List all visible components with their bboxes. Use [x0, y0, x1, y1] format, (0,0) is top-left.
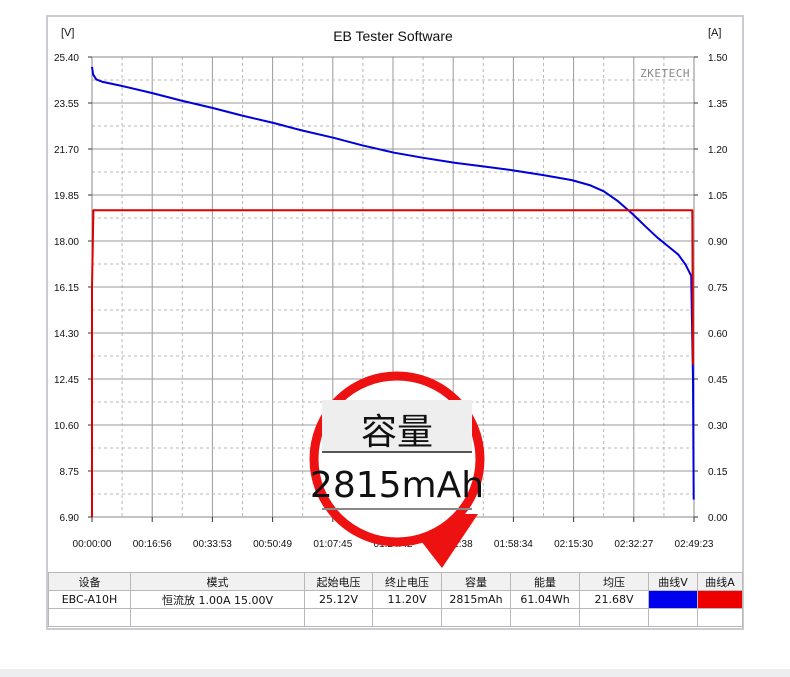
header-mode: 模式	[130, 572, 305, 591]
header-device: 设备	[48, 572, 131, 591]
y-right-tick-label: 1.20	[708, 145, 728, 156]
y-left-tick-label: 25.40	[54, 53, 79, 64]
bottom-band	[0, 669, 790, 677]
header-avg-voltage: 均压	[579, 572, 649, 591]
y-left-tick-label: 16.15	[54, 283, 79, 294]
y-left-tick-label: 10.60	[54, 421, 79, 432]
y-right-tick-label: 1.50	[708, 53, 728, 64]
y-left-tick-label: 18.00	[54, 237, 79, 248]
y-left-tick-label: 14.30	[54, 329, 79, 340]
y-left-tick-label: 12.45	[54, 375, 79, 386]
x-tick-label: 02:15:30	[554, 539, 593, 550]
x-tick-label: 02:32:27	[614, 539, 653, 550]
header-capacity: 容量	[441, 572, 511, 591]
y-left-tick-label: 23.55	[54, 99, 79, 110]
y-right-tick-label: 0.60	[708, 329, 728, 340]
y-right-tick-label: 1.05	[708, 191, 728, 202]
y-left-tick-label: 8.75	[60, 467, 80, 478]
y-right-tick-label: 0.15	[708, 467, 728, 478]
cell-start-voltage: 25.12V	[304, 590, 373, 609]
header-energy: 能量	[510, 572, 580, 591]
capacity-callout: 容量 2815mAh	[309, 371, 485, 568]
header-start-voltage: 起始电压	[304, 572, 373, 591]
table-row[interactable]: EBC-A10H 恒流放 1.00A 15.00V 25.12V 11.20V …	[48, 590, 743, 609]
curve-v-swatch[interactable]	[648, 590, 698, 609]
table-empty-row	[48, 608, 743, 627]
cell-mode: 恒流放 1.00A 15.00V	[130, 590, 305, 609]
y-right-tick-label: 0.45	[708, 375, 728, 386]
chart-title: EB Tester Software	[333, 28, 453, 44]
cell-capacity: 2815mAh	[441, 590, 511, 609]
x-tick-label: 01:07:45	[313, 539, 352, 550]
header-curve-a: 曲线A	[697, 572, 743, 591]
x-tick-label: 00:00:00	[73, 539, 112, 550]
table-header-row: 设备 模式 起始电压 终止电压 容量 能量 均压 曲线V 曲线A	[48, 572, 743, 591]
x-tick-label: 02:49:23	[675, 539, 714, 550]
right-axis-unit: [A]	[708, 27, 721, 39]
x-tick-label: 00:50:49	[253, 539, 292, 550]
header-end-voltage: 终止电压	[372, 572, 442, 591]
y-right-tick-label: 1.35	[708, 99, 728, 110]
callout-value: 2815mAh	[310, 465, 484, 506]
watermark-label: ZKETECH	[640, 67, 690, 80]
callout-label: 容量	[361, 412, 433, 453]
cell-end-voltage: 11.20V	[372, 590, 442, 609]
x-tick-label: 00:16:56	[133, 539, 172, 550]
curve-a-swatch[interactable]	[697, 590, 743, 609]
x-tick-label: 01:58:34	[494, 539, 533, 550]
left-axis-unit: [V]	[61, 27, 74, 39]
x-tick-label: 00:33:53	[193, 539, 232, 550]
current-series-line	[91, 209, 694, 517]
y-right-tick-label: 0.00	[708, 513, 728, 524]
result-table: 设备 模式 起始电压 终止电压 容量 能量 均压 曲线V 曲线A EBC-A10…	[48, 572, 743, 627]
y-right-tick-label: 0.75	[708, 283, 728, 294]
cell-energy: 61.04Wh	[510, 590, 580, 609]
y-right-tick-label: 0.90	[708, 237, 728, 248]
voltage-series-line	[91, 66, 695, 500]
cell-avg-voltage: 21.68V	[579, 590, 649, 609]
y-right-tick-label: 0.30	[708, 421, 728, 432]
callout-header-bg	[322, 400, 472, 452]
cell-device: EBC-A10H	[48, 590, 131, 609]
header-curve-v: 曲线V	[648, 572, 698, 591]
y-left-tick-label: 6.90	[60, 513, 80, 524]
y-left-tick-label: 21.70	[54, 145, 79, 156]
y-left-tick-label: 19.85	[54, 191, 79, 202]
